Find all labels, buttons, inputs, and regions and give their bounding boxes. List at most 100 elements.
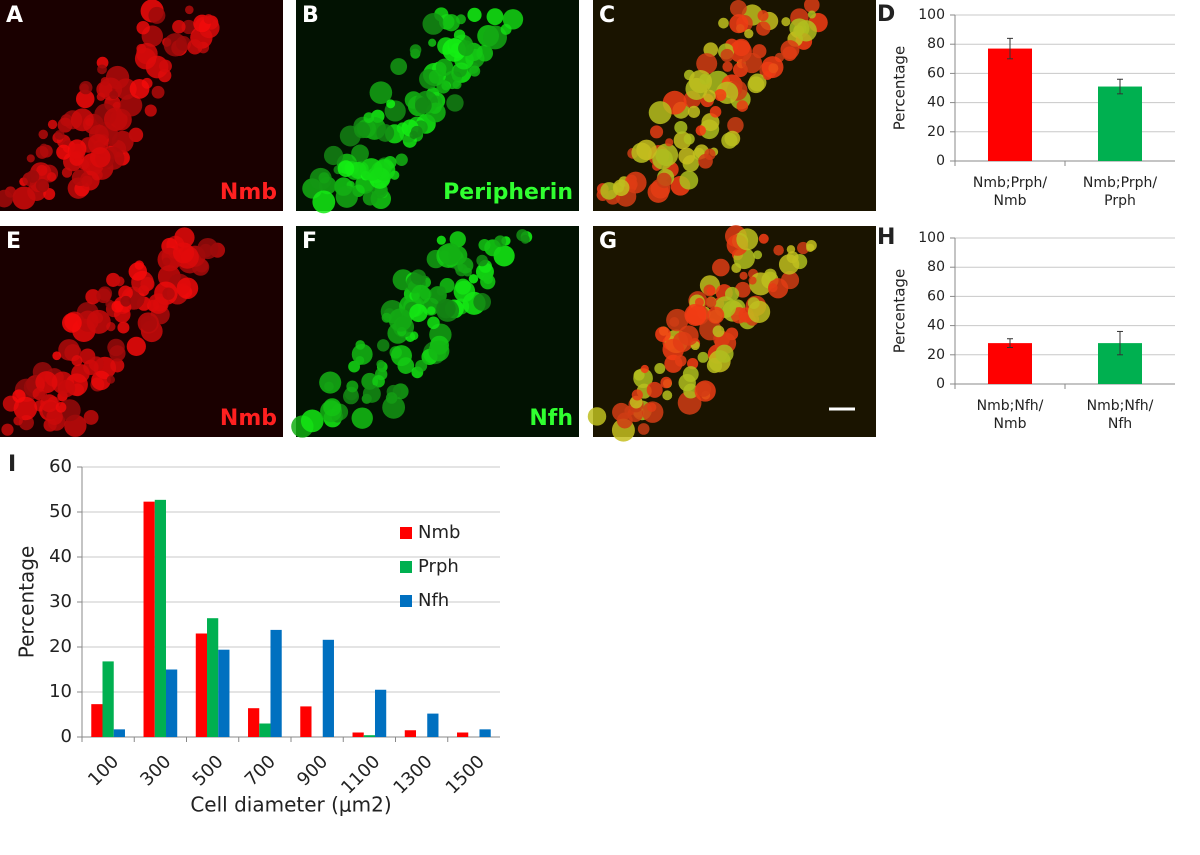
panel-letter: I (8, 452, 16, 477)
bar (1098, 86, 1142, 161)
bar (322, 639, 334, 737)
cell (682, 366, 699, 383)
cell (612, 179, 630, 197)
cell (701, 113, 720, 132)
cell (203, 14, 214, 25)
cell (426, 306, 436, 315)
cell (162, 257, 171, 266)
cell (449, 231, 466, 248)
cell (410, 269, 427, 285)
cell (106, 375, 115, 384)
cell (46, 408, 63, 426)
bar (988, 343, 1032, 384)
cell (739, 271, 748, 280)
cell (13, 415, 23, 426)
error-bar (1117, 78, 1123, 95)
cell (351, 144, 369, 163)
cell (699, 73, 711, 85)
cell (486, 8, 504, 26)
cell (655, 326, 671, 343)
cell (323, 145, 344, 166)
cell (83, 359, 99, 376)
cell (71, 355, 83, 367)
cell (793, 25, 805, 37)
bar (259, 723, 271, 737)
cell (704, 148, 716, 160)
panel-letter: B (302, 3, 319, 28)
cell (442, 14, 460, 32)
y-tick-label: 10 (49, 681, 72, 702)
y-tick-label: 60 (49, 456, 72, 477)
panel-letter: H (877, 225, 895, 250)
x-tick-label: 1500 (442, 751, 489, 798)
y-tick-label: 60 (927, 65, 945, 81)
cell (415, 359, 428, 372)
bar (457, 732, 469, 737)
y-tick-label: 20 (49, 636, 72, 657)
cell (476, 254, 488, 267)
cell (436, 298, 456, 319)
cell (756, 21, 771, 36)
error-bar (1007, 338, 1013, 348)
cell (97, 64, 107, 75)
cell (163, 33, 188, 57)
x-tick-label: Nmb;Prph/Prph (1083, 175, 1157, 209)
cell (91, 370, 111, 391)
cell (712, 325, 725, 338)
cell (409, 44, 422, 56)
cell (684, 303, 707, 326)
cell (694, 297, 704, 307)
cell (68, 143, 86, 161)
cell (159, 59, 172, 73)
cell (648, 101, 672, 125)
legend-swatch (400, 561, 412, 573)
cell (362, 384, 381, 403)
cell (118, 285, 133, 301)
cell (126, 336, 146, 357)
cell (377, 339, 390, 352)
cell (36, 164, 48, 176)
cell (114, 276, 125, 287)
cell (111, 300, 124, 313)
cell (185, 5, 194, 15)
cell (640, 364, 649, 374)
y-tick-label: 100 (918, 7, 945, 23)
y-tick-label: 60 (927, 288, 945, 304)
bar (270, 629, 282, 737)
cell (654, 363, 666, 374)
micrograph-panel: F Nfh (291, 226, 579, 438)
cell (109, 90, 119, 100)
bar (154, 499, 166, 737)
x-tick-label: 900 (293, 751, 332, 790)
cell (369, 81, 393, 104)
cell (764, 268, 777, 281)
cell (714, 88, 727, 102)
x-tick-label: 500 (189, 751, 228, 790)
cell (148, 6, 166, 24)
cell (119, 94, 143, 117)
cell (415, 97, 432, 114)
cell (707, 306, 725, 324)
cell (469, 65, 481, 77)
panel-letter: E (6, 229, 21, 254)
cell (120, 295, 132, 307)
cell (79, 81, 93, 95)
cell (631, 389, 643, 401)
cell (324, 381, 334, 392)
cell (323, 398, 342, 417)
cell (411, 284, 431, 305)
channel-label: Nmb (220, 406, 277, 431)
cell (346, 380, 359, 393)
cell (354, 122, 371, 139)
cell (674, 355, 687, 367)
cell (436, 286, 446, 296)
cell (650, 125, 664, 139)
y-tick-label: 40 (49, 546, 72, 567)
cell (376, 359, 385, 369)
bar (143, 501, 155, 737)
bar (300, 706, 312, 737)
cell (436, 79, 451, 94)
y-axis-label: Percentage (891, 269, 909, 353)
cell (804, 0, 820, 13)
cell (712, 258, 730, 277)
